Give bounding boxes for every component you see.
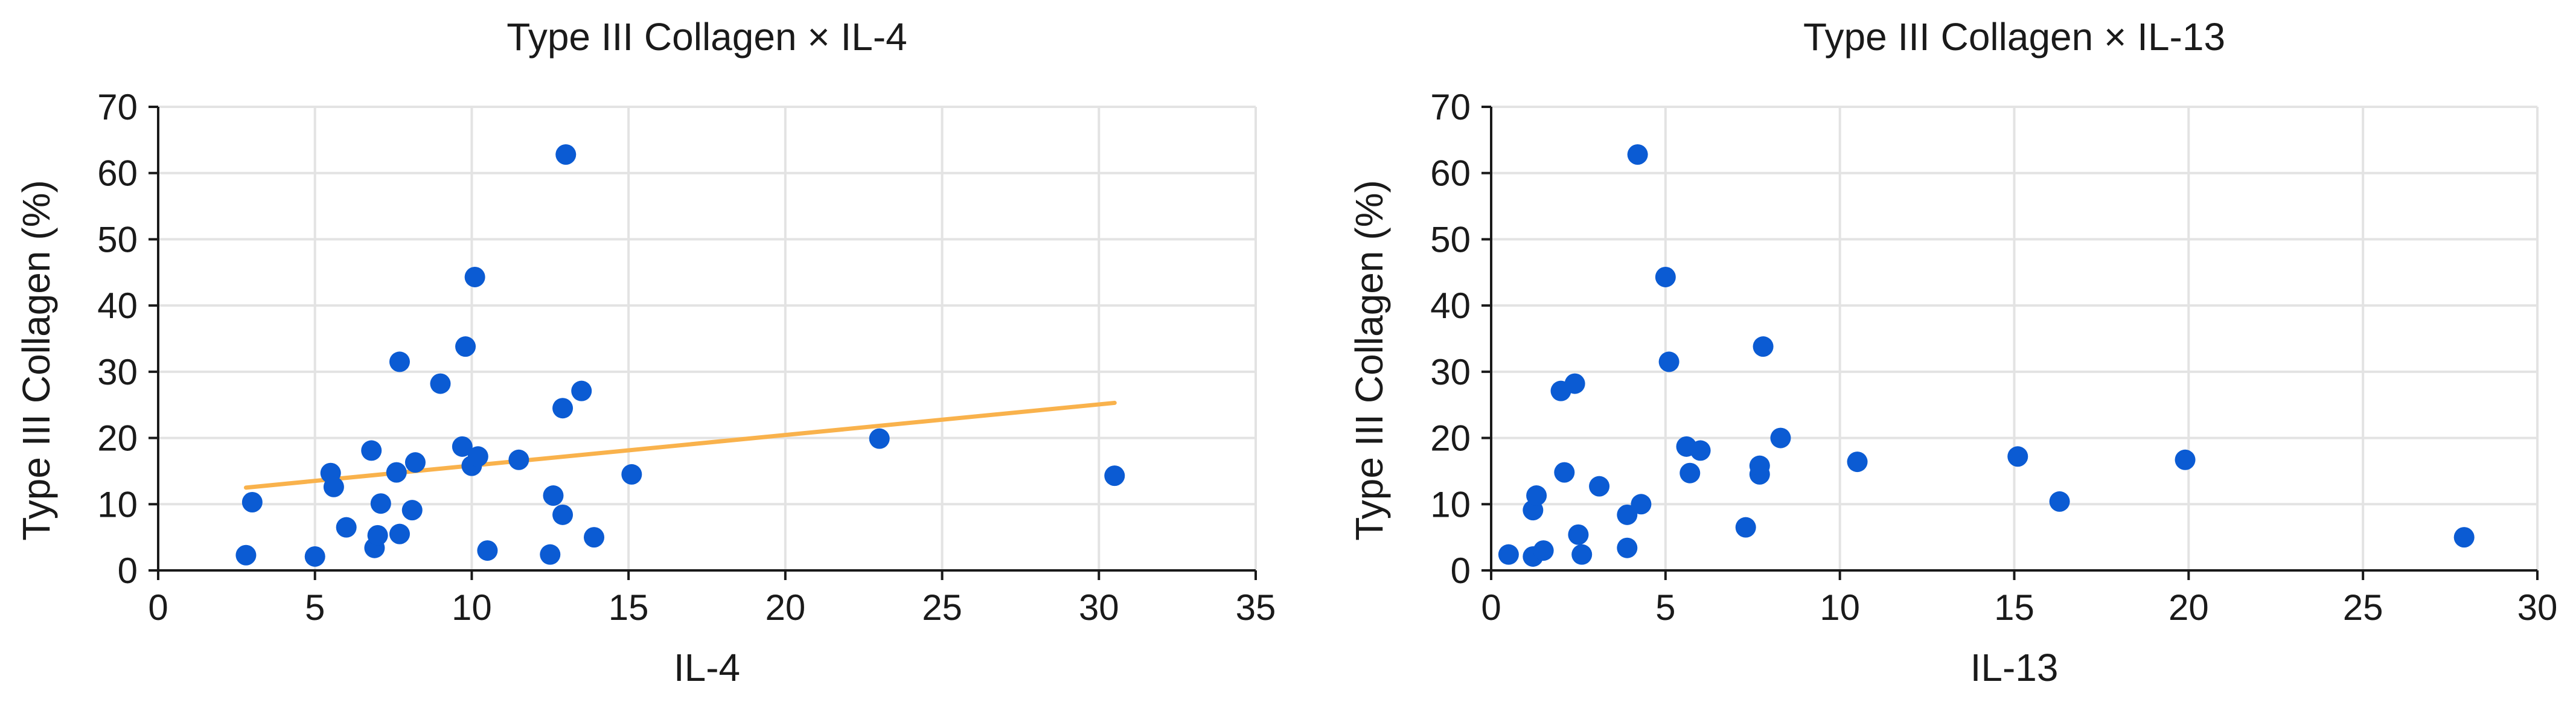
chart-0-data-point	[336, 517, 357, 538]
chart-1-data-point	[1655, 266, 1676, 287]
chart-1-data-point	[1533, 540, 1554, 561]
chart-1-x-tick-label: 0	[1481, 587, 1501, 628]
chart-0-y-tick-label: 10	[97, 484, 138, 525]
chart-0-y-axis-label: Type III Collagen (%)	[14, 180, 58, 541]
chart-0-data-point	[508, 449, 529, 470]
chart-1-x-tick-label: 5	[1655, 587, 1675, 628]
chart-1-data-point	[1753, 336, 1774, 357]
chart-0-y-tick-label: 0	[118, 550, 138, 591]
chart-1-x-tick-label: 15	[1994, 587, 2034, 628]
chart-0-data-point	[367, 525, 388, 546]
chart-0-data-point	[540, 544, 561, 565]
chart-0-data-point	[404, 452, 426, 473]
chart-0-data-point	[430, 373, 451, 394]
chart-0-data-point	[477, 540, 498, 561]
chart-0-data-point	[467, 446, 488, 467]
chart-0-x-tick-label: 25	[922, 587, 962, 628]
chart-1-x-tick-label: 25	[2343, 587, 2383, 628]
chart-1-data-point	[1568, 524, 1589, 545]
chart-1-data-point	[1571, 544, 1593, 565]
chart-0-data-point	[1104, 465, 1125, 487]
chart-il13: 0 5 10 15 20 25 30 0 10 20 30 40 50 60 70 Type III Coll…	[1347, 15, 2557, 689]
chart-1-data-point	[2453, 527, 2475, 548]
chart-0-y-tick-label: 20	[97, 418, 138, 459]
chart-1-data-point	[1735, 517, 1756, 538]
chart-0-data-point	[241, 491, 263, 512]
chart-1-data-point	[1749, 455, 1770, 476]
chart-0-data-point	[621, 464, 642, 485]
chart-1-x-tick-label: 30	[2517, 587, 2558, 628]
chart-0-data-point	[552, 398, 574, 419]
chart-1-data-point	[2175, 449, 2196, 470]
chart-0-data-point	[869, 428, 890, 449]
chart-0-y-tick-label: 30	[97, 352, 138, 392]
chart-1-x-axis-label: IL-13	[1970, 646, 2059, 689]
chart-0-data-point	[386, 462, 407, 483]
chart-0-x-axis-label: IL-4	[674, 646, 740, 689]
chart-1-data-point	[1847, 452, 1868, 473]
chart-0-x-tick-label: 35	[1236, 587, 1276, 628]
chart-1-data-point	[1589, 476, 1610, 497]
chart-1-y-tick-label: 50	[1430, 219, 1471, 260]
chart-1-data-point	[1680, 462, 1701, 483]
chart-1-data-point	[1627, 144, 1648, 165]
chart-1-data-point	[1617, 504, 1638, 525]
chart-0-x-tick-label: 20	[765, 587, 805, 628]
chart-0-y-tick-label: 50	[97, 219, 138, 260]
chart-1-x-tick-label: 20	[2169, 587, 2209, 628]
chart-0-x-tick-label: 5	[305, 587, 325, 628]
chart-1-data-point	[1631, 494, 1652, 515]
chart-1-data-point	[1564, 373, 1585, 394]
chart-0-data-point	[584, 527, 605, 548]
chart-0-data-point	[552, 504, 574, 525]
chart-0-x-tick-label: 30	[1079, 587, 1119, 628]
chart-1-y-tick-label: 10	[1430, 484, 1471, 525]
chart-0-data-point	[543, 485, 564, 506]
chart-1-y-tick-label: 30	[1430, 352, 1471, 392]
chart-0-data-point	[389, 523, 410, 544]
chart-1-y-tick-label: 40	[1430, 286, 1471, 326]
chart-1-title: Type III Collagen × IL-13	[1803, 15, 2225, 59]
chart-0-data-point	[370, 493, 391, 514]
chart-1-data-point	[2007, 446, 2028, 467]
chart-0-data-point	[455, 336, 476, 357]
chart-1-data-point	[2049, 491, 2070, 512]
chart-0-y-tick-label: 70	[97, 87, 138, 127]
chart-1-y-tick-label: 0	[1451, 550, 1471, 591]
chart-0-data-point	[464, 266, 485, 287]
chart-0-data-point	[452, 436, 473, 457]
chart-1-data-point	[1526, 485, 1547, 506]
chart-1-y-tick-label: 70	[1430, 87, 1471, 127]
chart-0-title: Type III Collagen × IL-4	[507, 15, 907, 59]
chart-il4: 0 5 10 15 20 25 30 35 0 10 20 30 40 50 60 70 Type III Co…	[14, 15, 1276, 689]
chart-0-x-tick-label: 0	[148, 587, 168, 628]
chart-0-data-point	[571, 380, 592, 401]
chart-0-y-tick-label: 40	[97, 286, 138, 326]
chart-0-data-point	[323, 476, 344, 497]
chart-1-y-tick-label: 20	[1430, 418, 1471, 459]
chart-0-data-point	[361, 440, 382, 461]
chart-1-x-tick-label: 10	[1820, 587, 1860, 628]
chart-0-x-tick-label: 15	[609, 587, 649, 628]
chart-0-x-tick-label: 10	[452, 587, 492, 628]
chart-1-data-point	[1498, 544, 1519, 565]
chart-1-data-point	[1690, 440, 1711, 461]
chart-0-data-point	[555, 144, 577, 165]
chart-1-data-point	[1617, 537, 1638, 558]
chart-1-data-point	[1770, 427, 1791, 448]
chart-0-data-point	[235, 544, 257, 566]
chart-0-y-tick-label: 60	[97, 153, 138, 194]
chart-0-grid	[158, 106, 1257, 570]
chart-1-y-tick-label: 60	[1430, 153, 1471, 194]
chart-1-data-point	[1658, 351, 1680, 372]
chart-1-grid	[1491, 106, 2539, 570]
chart-1-y-axis-label: Type III Collagen (%)	[1347, 180, 1391, 541]
chart-0-data-point	[389, 351, 410, 372]
chart-1-data-point	[1554, 462, 1575, 483]
chart-0-data-point	[304, 546, 325, 567]
chart-0-data-point	[401, 500, 423, 521]
